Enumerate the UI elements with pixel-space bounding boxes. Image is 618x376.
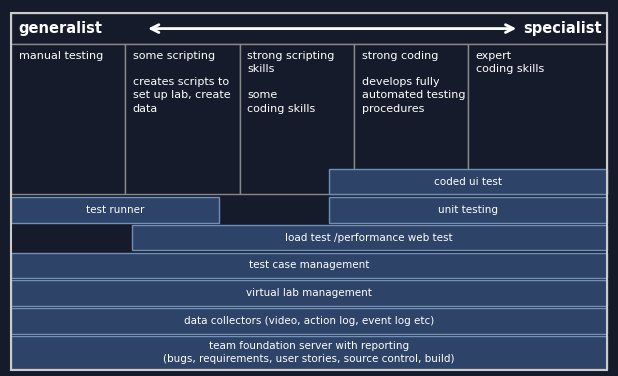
Bar [125, 44, 240, 194]
Text: strong scripting
skills

some
coding skills: strong scripting skills some coding skil… [247, 51, 334, 114]
Bar [11, 253, 607, 278]
Bar [11, 280, 607, 306]
Text: team foundation server with reporting
(bugs, requirements, user stories, source : team foundation server with reporting (b… [163, 341, 455, 364]
Bar [11, 44, 125, 194]
Text: data collectors (video, action log, event log etc): data collectors (video, action log, even… [184, 316, 434, 326]
Text: manual testing: manual testing [19, 51, 103, 61]
Bar [11, 13, 607, 44]
Text: test case management: test case management [249, 261, 369, 270]
Bar [329, 169, 607, 194]
Bar [354, 44, 468, 194]
Text: expert
coding skills: expert coding skills [476, 51, 544, 74]
Text: virtual lab management: virtual lab management [246, 288, 372, 298]
Text: some scripting

creates scripts to
set up lab, create
data: some scripting creates scripts to set up… [133, 51, 231, 114]
Bar [329, 197, 607, 223]
Bar [11, 197, 219, 223]
Text: strong coding

develops fully
automated testing
procedures: strong coding develops fully automated t… [362, 51, 465, 114]
Text: load test /performance web test: load test /performance web test [286, 233, 453, 243]
Text: generalist: generalist [19, 21, 103, 36]
Bar [11, 308, 607, 334]
Bar [468, 44, 607, 194]
Bar [132, 225, 607, 250]
Text: unit testing: unit testing [438, 205, 498, 215]
Text: coded ui test: coded ui test [434, 177, 502, 186]
Text: specialist: specialist [523, 21, 602, 36]
Bar [11, 336, 607, 369]
Bar [240, 44, 354, 194]
Text: test runner: test runner [86, 205, 145, 215]
